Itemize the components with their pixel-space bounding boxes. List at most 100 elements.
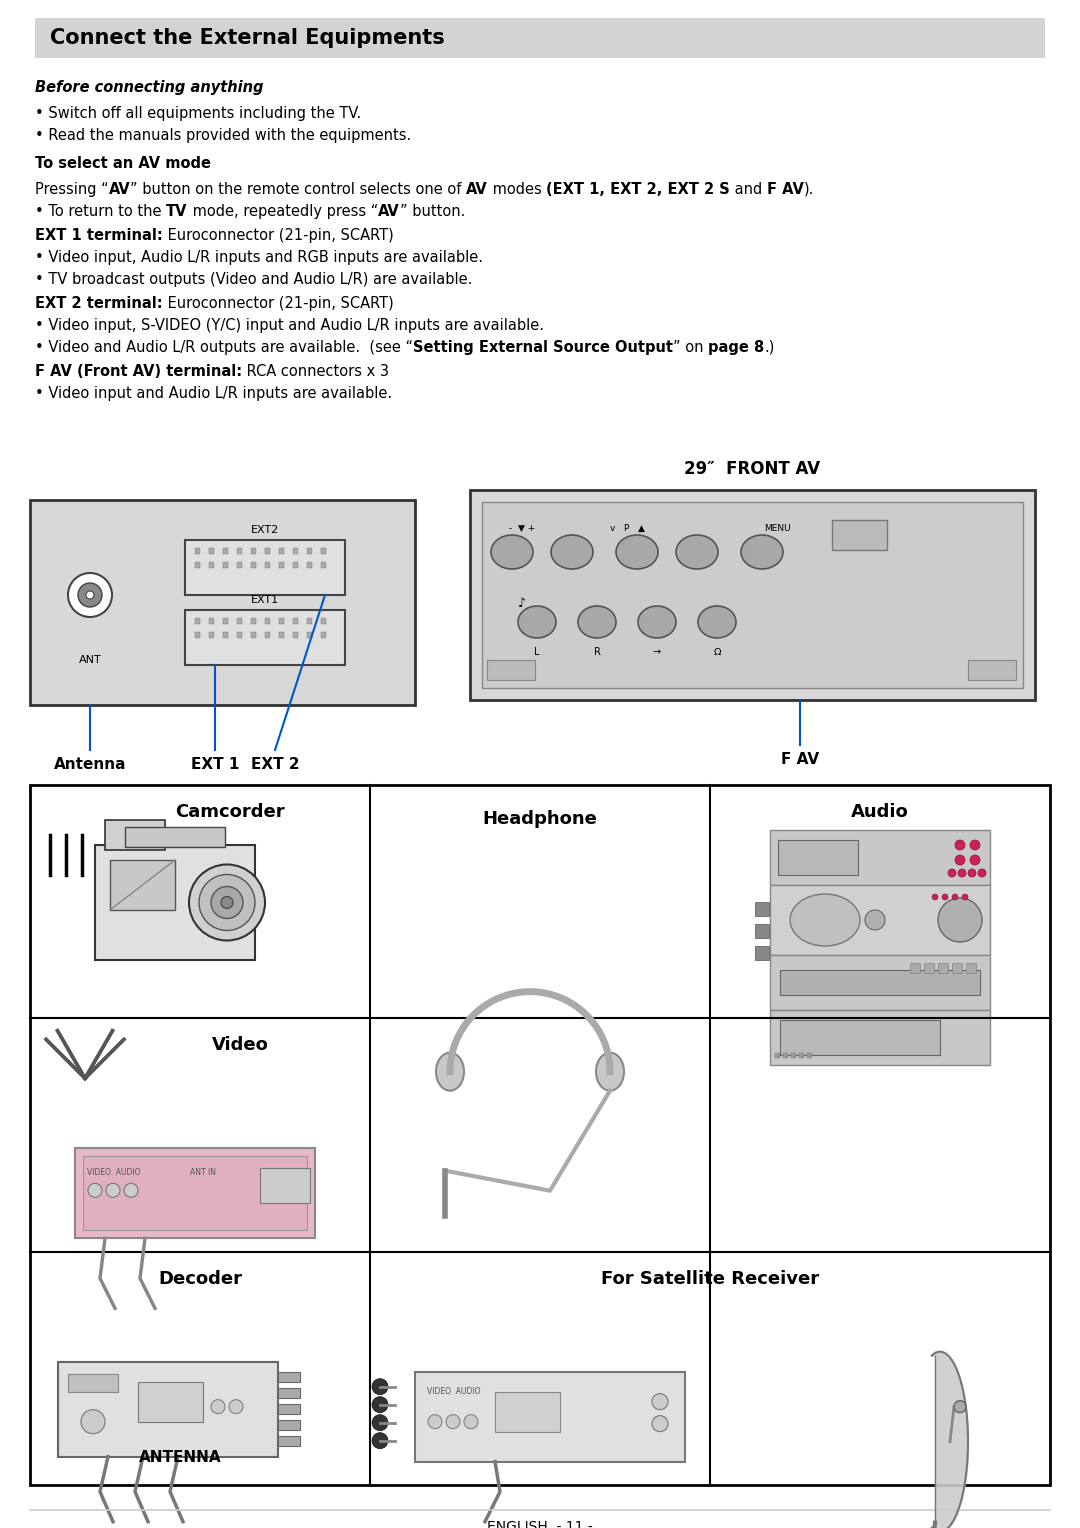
Bar bbox=[138, 1381, 203, 1421]
Text: Antenna: Antenna bbox=[54, 756, 126, 772]
Bar bbox=[237, 633, 242, 639]
Text: .): .) bbox=[765, 341, 774, 354]
Bar bbox=[321, 549, 326, 555]
Text: ” button.: ” button. bbox=[400, 205, 465, 219]
Bar bbox=[278, 1404, 300, 1413]
Bar bbox=[75, 1149, 315, 1238]
Text: Euroconnector (21-pin, SCART): Euroconnector (21-pin, SCART) bbox=[163, 296, 393, 312]
Bar bbox=[210, 549, 214, 555]
Bar bbox=[966, 963, 976, 973]
Text: AV: AV bbox=[467, 182, 488, 197]
Circle shape bbox=[86, 591, 94, 599]
Circle shape bbox=[962, 894, 968, 900]
Text: ” on: ” on bbox=[673, 341, 708, 354]
Bar bbox=[237, 617, 242, 623]
Bar bbox=[110, 860, 175, 911]
Bar bbox=[770, 1010, 990, 1065]
Text: Setting External Source Output: Setting External Source Output bbox=[413, 341, 673, 354]
Ellipse shape bbox=[491, 535, 534, 568]
Bar bbox=[487, 660, 535, 680]
Text: • TV broadcast outputs (Video and Audio L/R) are available.: • TV broadcast outputs (Video and Audio … bbox=[35, 272, 472, 287]
Text: Audio: Audio bbox=[851, 804, 909, 821]
Bar bbox=[265, 549, 270, 555]
Text: VIDEO  AUDIO: VIDEO AUDIO bbox=[87, 1169, 140, 1178]
Text: EXT 1 terminal:: EXT 1 terminal: bbox=[35, 228, 163, 243]
Text: EXT 2: EXT 2 bbox=[251, 756, 299, 772]
Bar bbox=[279, 617, 284, 623]
Bar bbox=[293, 617, 298, 623]
Text: ANTENNA: ANTENNA bbox=[138, 1450, 221, 1465]
Circle shape bbox=[652, 1394, 669, 1410]
Ellipse shape bbox=[676, 535, 718, 568]
Bar bbox=[210, 633, 214, 639]
Text: Ω: Ω bbox=[713, 646, 720, 657]
Bar bbox=[832, 520, 887, 550]
Bar bbox=[770, 830, 990, 885]
Text: Camcorder: Camcorder bbox=[175, 804, 285, 821]
Text: EXT1: EXT1 bbox=[251, 594, 279, 605]
Ellipse shape bbox=[789, 894, 860, 946]
Ellipse shape bbox=[698, 607, 735, 639]
Circle shape bbox=[68, 573, 112, 617]
Text: To select an AV mode: To select an AV mode bbox=[35, 156, 211, 171]
Bar bbox=[951, 963, 962, 973]
Bar bbox=[222, 633, 228, 639]
Text: F AV (Front AV) terminal:: F AV (Front AV) terminal: bbox=[35, 364, 242, 379]
Text: ♪: ♪ bbox=[518, 597, 526, 610]
Text: MENU: MENU bbox=[764, 524, 791, 533]
Text: Headphone: Headphone bbox=[483, 810, 597, 828]
Ellipse shape bbox=[741, 535, 783, 568]
Bar bbox=[321, 633, 326, 639]
Bar bbox=[939, 963, 948, 973]
Bar bbox=[755, 946, 769, 960]
Circle shape bbox=[229, 1400, 243, 1413]
Circle shape bbox=[221, 897, 233, 909]
Bar bbox=[770, 955, 990, 1010]
Text: (EXT 1, EXT 2, EXT 2 S: (EXT 1, EXT 2, EXT 2 S bbox=[546, 182, 730, 197]
Bar bbox=[279, 549, 284, 555]
Bar bbox=[265, 617, 270, 623]
Circle shape bbox=[955, 856, 966, 865]
Ellipse shape bbox=[518, 607, 556, 639]
Bar bbox=[755, 923, 769, 938]
Bar bbox=[470, 490, 1035, 700]
Circle shape bbox=[446, 1415, 460, 1429]
Ellipse shape bbox=[638, 607, 676, 639]
Bar bbox=[222, 617, 228, 623]
Bar bbox=[278, 1387, 300, 1398]
Bar bbox=[278, 1372, 300, 1381]
Circle shape bbox=[970, 856, 980, 865]
Circle shape bbox=[428, 1415, 442, 1429]
Circle shape bbox=[948, 869, 956, 877]
Text: ).: ). bbox=[804, 182, 814, 197]
Circle shape bbox=[652, 1415, 669, 1432]
Circle shape bbox=[968, 869, 976, 877]
Bar bbox=[321, 617, 326, 623]
Bar bbox=[293, 633, 298, 639]
Ellipse shape bbox=[436, 1053, 464, 1091]
Ellipse shape bbox=[616, 535, 658, 568]
Circle shape bbox=[78, 584, 102, 607]
Bar bbox=[210, 617, 214, 623]
Bar bbox=[799, 1053, 804, 1057]
Text: Decoder: Decoder bbox=[158, 1270, 242, 1288]
Circle shape bbox=[464, 1415, 478, 1429]
Bar bbox=[279, 562, 284, 568]
Circle shape bbox=[211, 886, 243, 918]
Bar bbox=[293, 549, 298, 555]
Bar bbox=[83, 1157, 307, 1230]
Bar bbox=[780, 1021, 940, 1054]
Bar bbox=[307, 549, 312, 555]
Bar bbox=[251, 549, 256, 555]
Text: • Switch off all equipments including the TV.: • Switch off all equipments including th… bbox=[35, 105, 361, 121]
Bar bbox=[185, 539, 345, 594]
Text: F AV: F AV bbox=[781, 752, 819, 767]
Text: AV: AV bbox=[378, 205, 400, 219]
Text: Before connecting anything: Before connecting anything bbox=[35, 79, 264, 95]
Text: Video: Video bbox=[212, 1036, 269, 1054]
Text: EXT 2 terminal:: EXT 2 terminal: bbox=[35, 296, 163, 312]
Text: RCA connectors x 3: RCA connectors x 3 bbox=[242, 364, 389, 379]
Bar bbox=[495, 1392, 561, 1432]
Bar bbox=[30, 785, 1050, 1485]
Bar bbox=[265, 562, 270, 568]
